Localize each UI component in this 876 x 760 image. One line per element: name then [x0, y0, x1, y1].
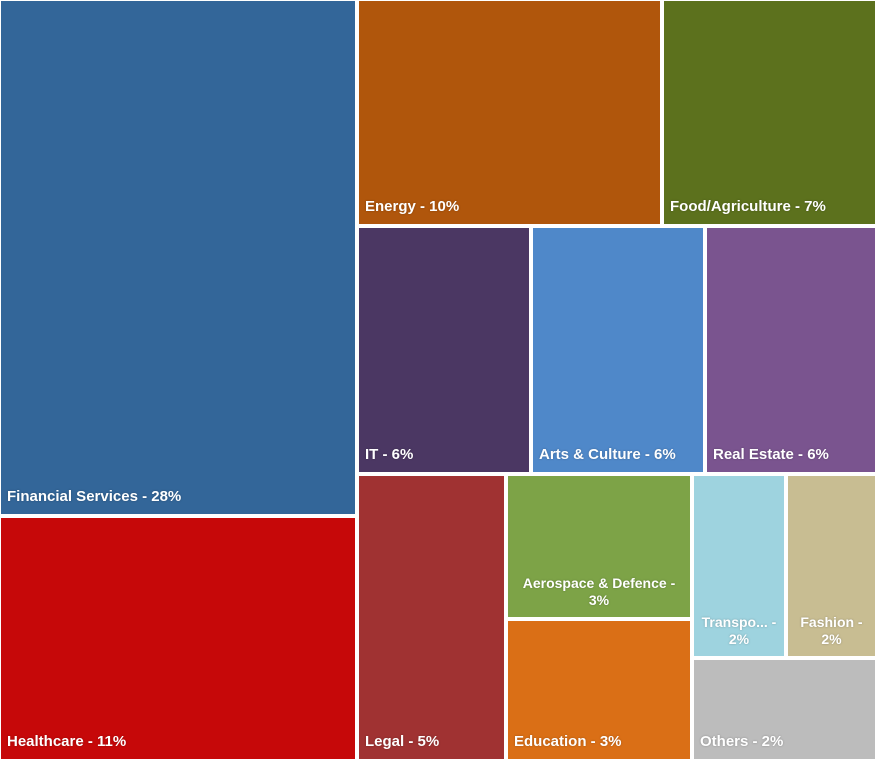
treemap-cell-transport: Transpo... - 2% — [693, 475, 785, 657]
treemap-cell-food: Food/Agriculture - 7% — [663, 0, 876, 225]
treemap-cell-legal: Legal - 5% — [358, 475, 505, 760]
treemap-label-others: Others - 2% — [700, 733, 869, 751]
treemap-cell-aero: Aerospace & Defence - 3% — [507, 475, 691, 618]
treemap-cell-arts: Arts & Culture - 6% — [532, 227, 704, 473]
treemap-label-education: Education - 3% — [514, 733, 684, 751]
treemap-cell-realestate: Real Estate - 6% — [706, 227, 876, 473]
treemap-cell-education: Education - 3% — [507, 620, 691, 760]
treemap-cell-financial: Financial Services - 28% — [0, 0, 356, 515]
treemap-label-fashion: Fashion - 2% — [792, 614, 871, 648]
treemap-cell-healthcare: Healthcare - 11% — [0, 517, 356, 760]
treemap-label-it: IT - 6% — [365, 446, 523, 464]
treemap-label-realestate: Real Estate - 6% — [713, 446, 869, 464]
treemap-label-food: Food/Agriculture - 7% — [670, 198, 869, 216]
treemap-cell-others: Others - 2% — [693, 659, 876, 760]
treemap-cell-it: IT - 6% — [358, 227, 530, 473]
treemap-label-aero: Aerospace & Defence - 3% — [512, 575, 686, 609]
treemap-chart: Financial Services - 28% Healthcare - 11%… — [0, 0, 876, 760]
treemap-label-legal: Legal - 5% — [365, 733, 498, 751]
treemap-label-transport: Transpo... - 2% — [698, 614, 780, 648]
treemap-label-arts: Arts & Culture - 6% — [539, 446, 697, 464]
treemap-label-healthcare: Healthcare - 11% — [7, 733, 349, 751]
treemap-cell-fashion: Fashion - 2% — [787, 475, 876, 657]
treemap-label-energy: Energy - 10% — [365, 198, 654, 216]
treemap-label-financial: Financial Services - 28% — [7, 488, 349, 506]
treemap-cell-energy: Energy - 10% — [358, 0, 661, 225]
